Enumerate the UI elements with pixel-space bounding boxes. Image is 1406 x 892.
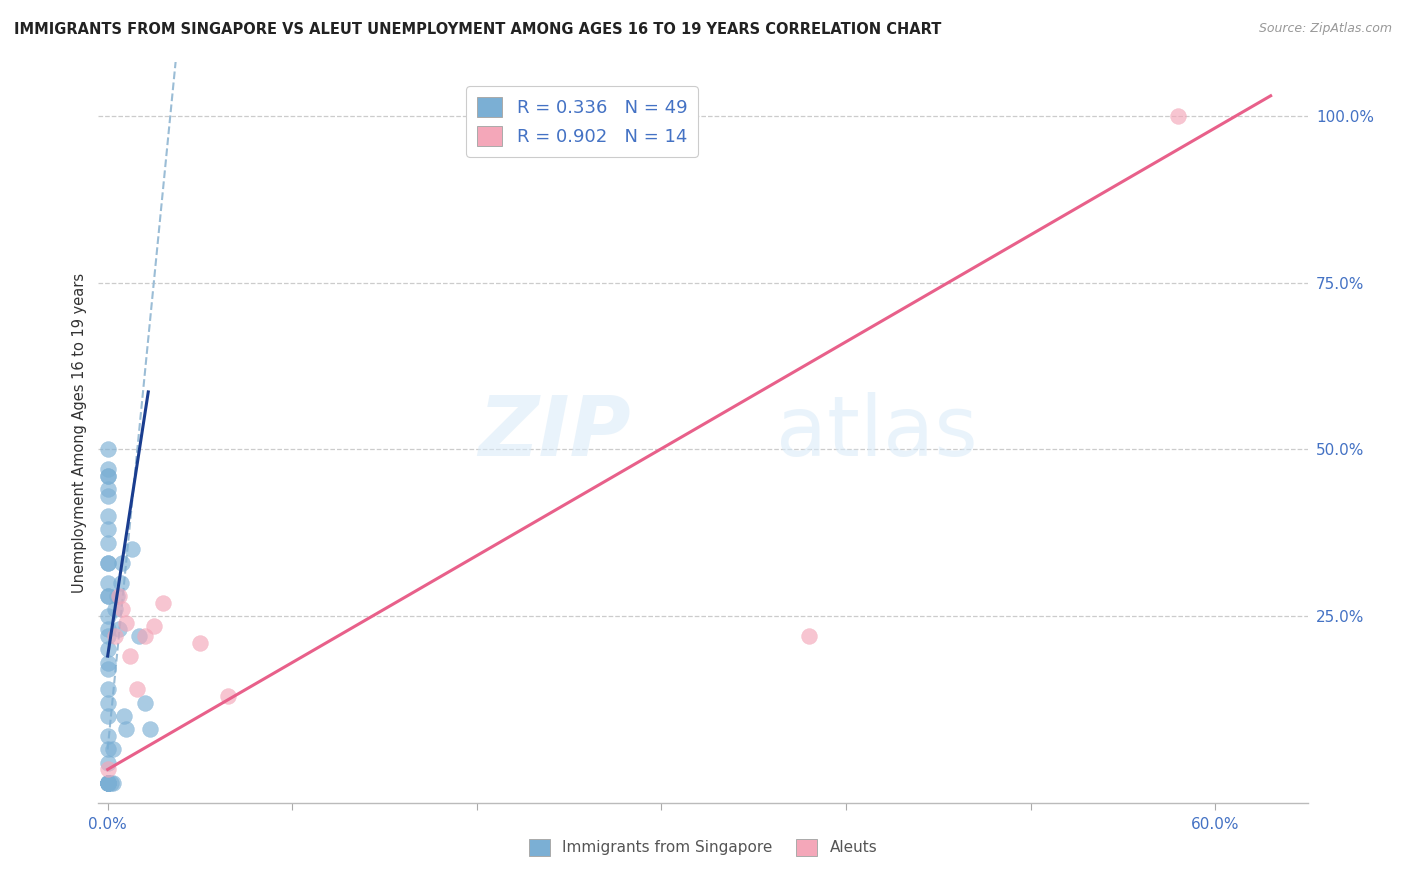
- Point: [97, 469, 120, 483]
- Point: [97, 656, 120, 670]
- Point: [97, 763, 120, 777]
- Point: [111, 556, 134, 570]
- Point: [97, 556, 120, 570]
- Point: [115, 723, 138, 737]
- Point: [110, 575, 132, 590]
- Point: [97, 776, 120, 790]
- Point: [121, 542, 143, 557]
- Point: [100, 776, 122, 790]
- Point: [97, 442, 120, 457]
- Point: [115, 615, 138, 630]
- Point: [97, 623, 120, 637]
- Point: [97, 642, 120, 657]
- Point: [112, 709, 135, 723]
- Text: Source: ZipAtlas.com: Source: ZipAtlas.com: [1258, 22, 1392, 36]
- Point: [97, 535, 120, 549]
- Point: [97, 469, 120, 483]
- Point: [97, 508, 120, 523]
- Point: [97, 589, 120, 603]
- Point: [97, 682, 120, 697]
- Point: [97, 776, 120, 790]
- Text: ZIP: ZIP: [478, 392, 630, 473]
- Point: [103, 742, 125, 756]
- Point: [97, 462, 120, 476]
- Point: [142, 619, 165, 633]
- Point: [97, 609, 120, 624]
- Point: [134, 629, 156, 643]
- Point: [103, 776, 125, 790]
- Point: [97, 776, 120, 790]
- Y-axis label: Unemployment Among Ages 16 to 19 years: Unemployment Among Ages 16 to 19 years: [72, 273, 87, 592]
- Point: [97, 776, 120, 790]
- Point: [97, 776, 120, 790]
- Point: [97, 729, 120, 743]
- Point: [104, 602, 127, 616]
- Point: [97, 756, 120, 770]
- Point: [97, 709, 120, 723]
- Point: [107, 623, 129, 637]
- Point: [107, 589, 129, 603]
- Point: [118, 648, 141, 663]
- Point: [97, 776, 120, 790]
- Point: [97, 662, 120, 676]
- Point: [97, 522, 120, 536]
- Point: [97, 575, 120, 590]
- Point: [134, 696, 156, 710]
- Text: atlas: atlas: [776, 392, 977, 473]
- Point: [152, 596, 174, 610]
- Point: [104, 629, 127, 643]
- Point: [139, 723, 162, 737]
- Point: [128, 629, 150, 643]
- Point: [97, 483, 120, 497]
- Point: [97, 556, 120, 570]
- Point: [105, 589, 128, 603]
- Point: [111, 602, 134, 616]
- Point: [797, 629, 820, 643]
- Point: [127, 682, 149, 697]
- Point: [188, 636, 211, 650]
- Point: [97, 489, 120, 503]
- Point: [97, 696, 120, 710]
- Point: [97, 776, 120, 790]
- Point: [97, 589, 120, 603]
- Point: [1167, 109, 1189, 123]
- Text: IMMIGRANTS FROM SINGAPORE VS ALEUT UNEMPLOYMENT AMONG AGES 16 TO 19 YEARS CORREL: IMMIGRANTS FROM SINGAPORE VS ALEUT UNEMP…: [14, 22, 942, 37]
- Point: [97, 629, 120, 643]
- Point: [97, 742, 120, 756]
- Point: [97, 776, 120, 790]
- Legend: Immigrants from Singapore, Aleuts: Immigrants from Singapore, Aleuts: [523, 833, 883, 862]
- Point: [217, 689, 239, 703]
- Point: [97, 776, 120, 790]
